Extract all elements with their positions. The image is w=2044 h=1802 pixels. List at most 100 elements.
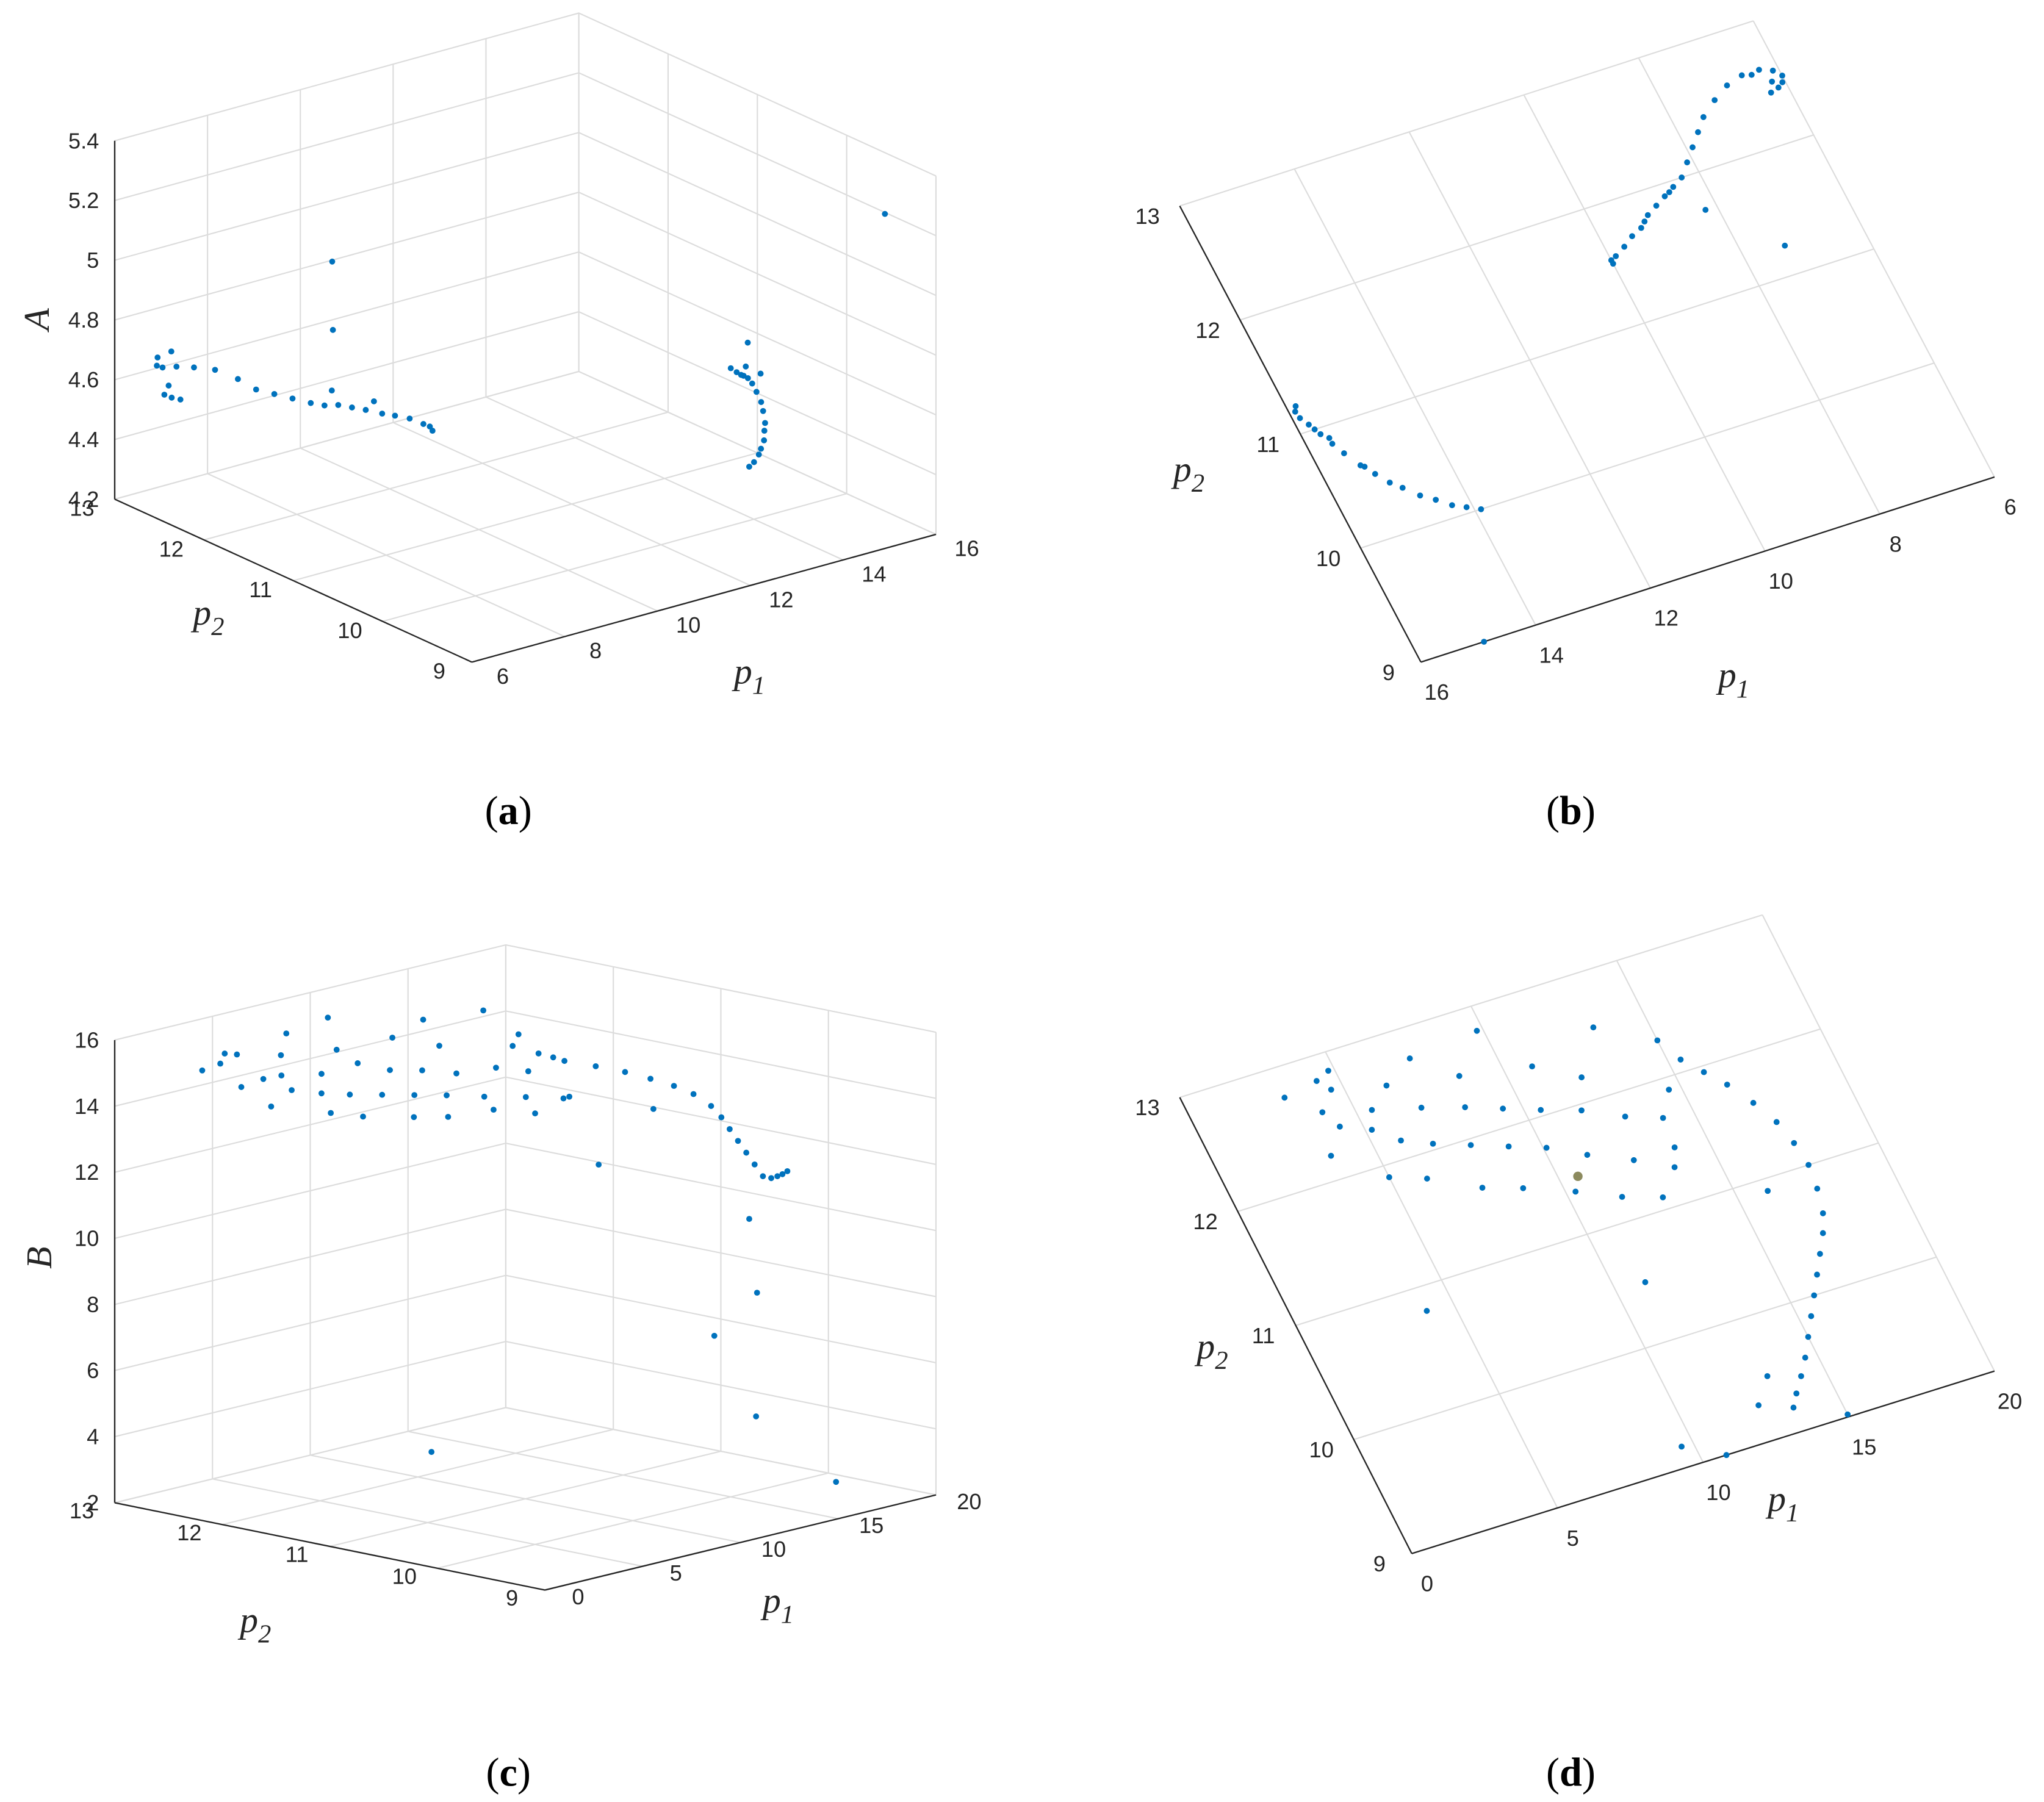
data-point xyxy=(592,1063,599,1069)
data-point xyxy=(1317,431,1324,437)
data-point xyxy=(389,1035,395,1041)
grid-line xyxy=(309,992,741,1543)
data-point xyxy=(727,365,734,372)
data-point xyxy=(1423,1308,1430,1314)
grid-line xyxy=(212,1016,643,1567)
grid-line xyxy=(114,12,937,177)
data-point xyxy=(1584,1152,1591,1158)
y-tick-label: 11 xyxy=(1252,1323,1275,1348)
y-tick-label: 9 xyxy=(506,1585,518,1610)
grid-line xyxy=(114,132,937,296)
x-axis-label: p1 xyxy=(1716,655,1749,704)
data-point xyxy=(436,1043,442,1049)
x-tick-label: 16 xyxy=(954,536,979,561)
data-point xyxy=(238,1084,245,1090)
data-point xyxy=(1398,1137,1404,1144)
data-point xyxy=(711,1332,718,1339)
data-point xyxy=(420,1016,426,1023)
data-point xyxy=(1748,71,1755,78)
z-tick-label: 12 xyxy=(74,1160,99,1185)
data-point xyxy=(308,400,314,406)
data-point xyxy=(1462,1104,1469,1110)
data-point xyxy=(1670,184,1677,190)
data-point xyxy=(1819,1230,1826,1237)
grid-line xyxy=(485,38,844,561)
data-point xyxy=(1572,1188,1579,1195)
data-point xyxy=(1677,1056,1684,1063)
data-point xyxy=(1329,440,1336,447)
x-tick-label: 10 xyxy=(761,1537,786,1562)
data-point xyxy=(493,1064,499,1071)
z-tick-label: 6 xyxy=(87,1358,99,1383)
y-axis-label: p2 xyxy=(1194,1326,1228,1375)
data-point xyxy=(154,362,160,369)
data-point xyxy=(750,459,757,465)
data-point xyxy=(445,1113,452,1120)
data-point xyxy=(217,1060,223,1067)
data-point xyxy=(566,1093,573,1100)
data-point xyxy=(1433,497,1439,503)
z-tick-label: 4.8 xyxy=(68,307,99,332)
data-point xyxy=(1756,66,1762,73)
data-point xyxy=(1808,1313,1815,1319)
x-tick-label: 20 xyxy=(957,1489,981,1514)
data-point xyxy=(335,401,342,408)
grid-line xyxy=(114,192,937,356)
grid-line xyxy=(113,140,472,663)
data-point xyxy=(173,364,180,370)
data-point xyxy=(753,389,760,395)
data-point xyxy=(278,1072,285,1079)
grid-line xyxy=(437,1010,829,1569)
data-point xyxy=(525,1068,531,1075)
grid-line xyxy=(1239,134,1814,321)
data-point xyxy=(1695,129,1701,135)
data-point xyxy=(1622,1113,1628,1120)
data-point xyxy=(1769,78,1776,85)
y-tick-label: 11 xyxy=(249,577,272,602)
data-point xyxy=(1791,1140,1797,1146)
data-point xyxy=(1765,1188,1771,1194)
x-axis-label: p1 xyxy=(760,1581,794,1629)
data-point xyxy=(1578,1074,1585,1080)
data-point xyxy=(260,1075,267,1082)
y-tick-label: 11 xyxy=(1256,432,1279,457)
data-point xyxy=(1590,1024,1597,1031)
x-axis-label: p1 xyxy=(1765,1479,1799,1527)
data-point xyxy=(1802,1354,1808,1361)
data-point xyxy=(234,1051,240,1058)
data-point xyxy=(1538,1107,1544,1113)
data-point xyxy=(283,1030,290,1037)
data-point xyxy=(1372,471,1378,477)
data-point xyxy=(1671,1144,1678,1150)
data-point xyxy=(444,1092,450,1099)
data-point xyxy=(333,1046,340,1053)
data-point xyxy=(1700,113,1707,120)
data-point xyxy=(321,402,328,409)
grid-line xyxy=(222,966,614,1526)
data-point xyxy=(161,392,168,398)
y-tick-label: 11 xyxy=(286,1542,309,1567)
data-point xyxy=(1369,1107,1375,1113)
data-point xyxy=(234,376,241,382)
z-tick-label: 16 xyxy=(74,1027,99,1052)
x-tick-label: 5 xyxy=(1567,1526,1579,1551)
grid-line xyxy=(114,1341,937,1438)
data-point xyxy=(1660,1194,1666,1201)
data-point xyxy=(1369,1127,1375,1133)
data-point xyxy=(1456,1072,1463,1079)
grid-line xyxy=(114,1142,937,1240)
data-point xyxy=(1418,1104,1425,1111)
data-point xyxy=(1621,243,1628,250)
y-axis-label: p2 xyxy=(237,1600,271,1649)
data-point xyxy=(1613,253,1619,259)
y-tick-label: 12 xyxy=(1193,1209,1217,1234)
data-point xyxy=(1684,159,1690,166)
data-point xyxy=(1292,408,1298,415)
data-point xyxy=(1671,1164,1678,1171)
data-point xyxy=(1660,1115,1666,1121)
x-tick-label: 10 xyxy=(1706,1480,1730,1505)
data-point xyxy=(1313,1078,1320,1084)
z-tick-label: 5.2 xyxy=(68,188,99,213)
data-point xyxy=(1328,1152,1334,1159)
data-point xyxy=(735,1138,741,1144)
